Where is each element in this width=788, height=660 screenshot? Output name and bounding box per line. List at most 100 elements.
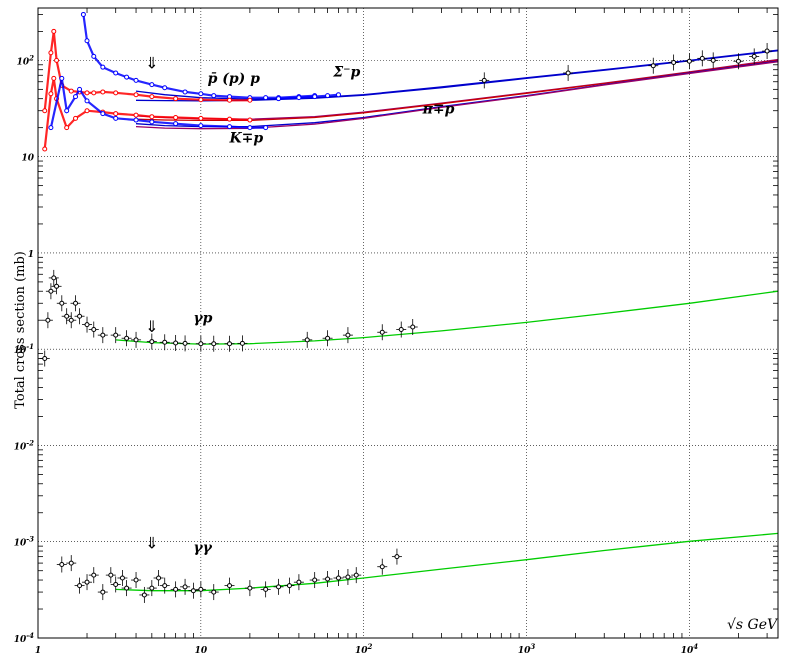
data-point — [108, 572, 114, 578]
annotations: p̄ (p) p Σ⁻p π∓p K∓p γp γγ ⇓ ⇓ ⇓ — [145, 54, 454, 556]
data-point — [198, 341, 204, 347]
data-point — [124, 74, 130, 80]
fit-curve — [135, 50, 779, 102]
x-tick-label: 104 — [681, 642, 699, 656]
data-point — [379, 564, 385, 570]
data-point — [173, 96, 179, 102]
fit-curve — [135, 58, 779, 120]
data-point — [149, 114, 155, 120]
data-point — [345, 574, 351, 580]
data-point — [84, 98, 90, 104]
data-point — [227, 341, 233, 347]
data-point — [239, 340, 245, 346]
data-point — [247, 97, 253, 103]
data-point — [113, 581, 119, 587]
data-point — [113, 90, 119, 96]
data-point — [565, 70, 571, 76]
data-points — [39, 11, 773, 603]
data-point — [84, 90, 90, 96]
data-point — [650, 63, 656, 69]
x-tick-label: 103 — [518, 642, 536, 656]
data-point — [335, 92, 341, 98]
data-point — [481, 77, 487, 83]
data-point — [263, 125, 269, 131]
data-point — [73, 300, 79, 306]
data-point — [296, 579, 302, 585]
data-point — [100, 332, 106, 338]
annotation-label: p̄ (p) p — [208, 71, 261, 87]
data-point — [247, 117, 253, 123]
annotation-label: γp — [193, 310, 212, 326]
data-point — [149, 94, 155, 100]
data-point — [304, 337, 310, 343]
y-tick-label: 10-2 — [14, 438, 34, 452]
data-point — [190, 588, 196, 594]
data-point — [45, 317, 51, 323]
data-point — [227, 97, 233, 103]
data-point — [198, 123, 204, 129]
data-point — [100, 111, 106, 117]
data-point — [173, 115, 179, 121]
x-tick-label: 10 — [195, 646, 208, 656]
y-tick-label: 10-1 — [14, 342, 34, 356]
data-point — [198, 115, 204, 121]
data-point — [42, 146, 48, 152]
y-tick-label: 10-4 — [14, 631, 34, 645]
data-point — [133, 117, 139, 123]
data-point — [77, 86, 83, 92]
data-point — [64, 125, 70, 131]
data-point — [68, 88, 74, 94]
y-tick-label: 10 — [21, 154, 34, 164]
data-point — [113, 111, 119, 117]
data-point — [671, 60, 677, 66]
data-point — [149, 119, 155, 125]
data-point — [113, 115, 119, 121]
data-point — [162, 85, 168, 91]
data-point — [325, 93, 331, 99]
data-point — [335, 575, 341, 581]
arrow-marker: ⇓ — [145, 317, 158, 336]
data-point — [182, 340, 188, 346]
data-point — [764, 48, 770, 54]
series-trace — [82, 14, 315, 99]
annotation-label: π∓p — [422, 102, 455, 118]
data-point — [276, 96, 282, 102]
fit-curve — [135, 59, 779, 122]
data-point — [410, 324, 416, 330]
data-point — [91, 53, 97, 59]
data-point — [91, 327, 97, 333]
data-point — [68, 560, 74, 566]
data-point — [124, 585, 130, 591]
data-point — [133, 92, 139, 98]
data-point — [54, 57, 60, 63]
y-tick-label: 1 — [28, 250, 34, 260]
data-point — [296, 95, 302, 101]
data-point — [91, 572, 97, 578]
data-point — [73, 115, 79, 121]
data-point — [100, 89, 106, 95]
data-point — [77, 313, 83, 319]
fit-curve — [115, 290, 779, 345]
data-point — [325, 576, 331, 582]
data-point — [398, 327, 404, 333]
data-point — [48, 288, 54, 294]
data-point — [48, 125, 54, 131]
x-axis-corner-label: √s GeV — [727, 617, 779, 633]
data-point — [51, 28, 57, 34]
data-point — [394, 554, 400, 560]
data-point — [113, 332, 119, 338]
data-point — [379, 329, 385, 335]
annotation-label: Σ⁻p — [332, 65, 360, 81]
data-point — [173, 586, 179, 592]
data-point — [211, 93, 217, 99]
data-point — [77, 583, 83, 589]
y-tick-label: 10-3 — [14, 535, 34, 549]
arrow-marker: ⇓ — [145, 54, 158, 73]
data-point — [162, 339, 168, 345]
data-point — [156, 575, 162, 581]
annotation-label: γγ — [193, 540, 212, 556]
data-point — [173, 340, 179, 346]
data-point — [162, 583, 168, 589]
fit-curves — [115, 49, 779, 592]
